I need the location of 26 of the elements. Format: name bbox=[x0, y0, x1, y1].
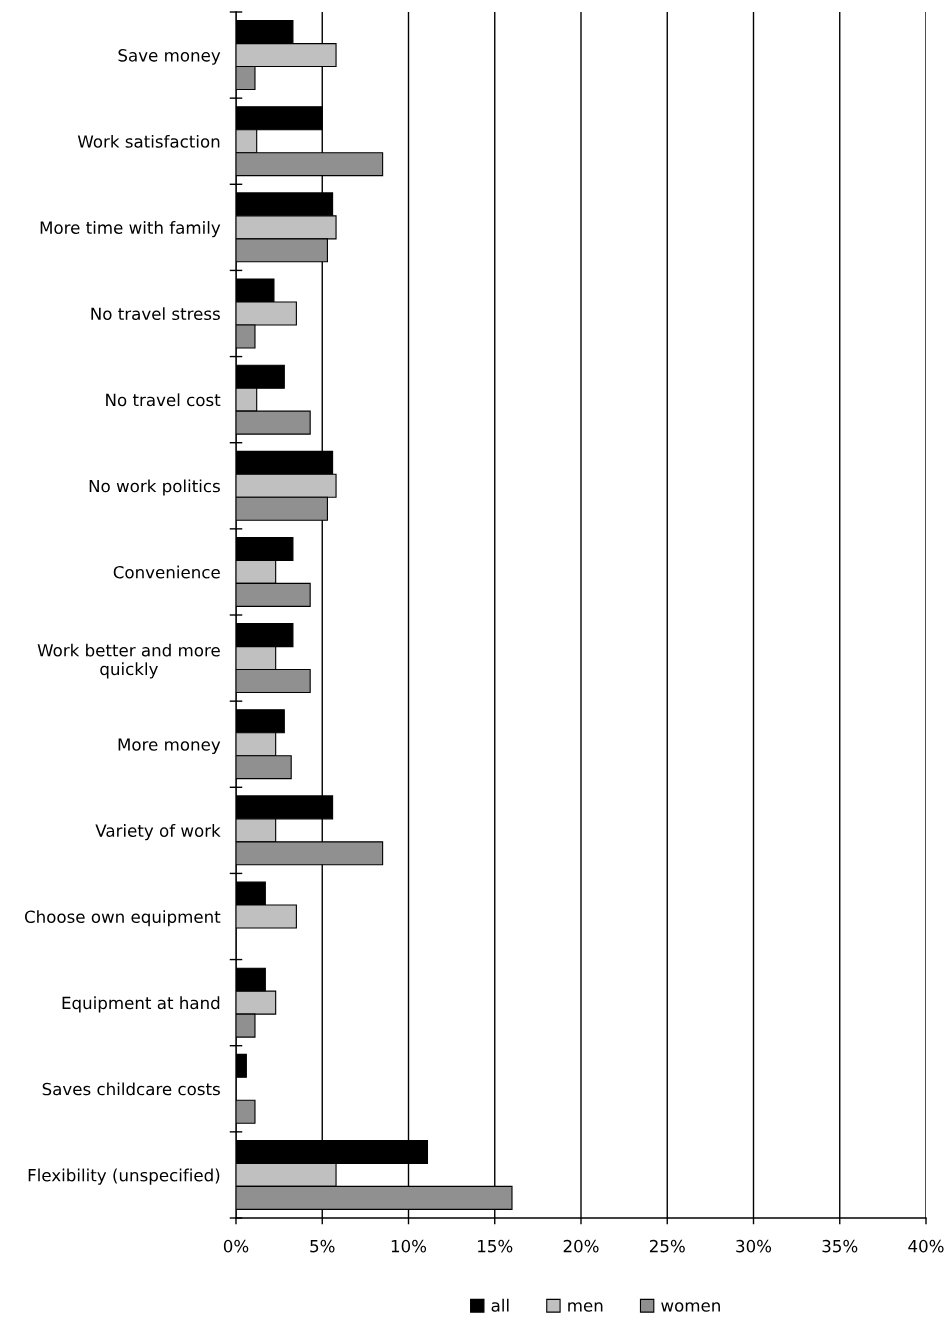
y-tick-label: No travel stress bbox=[91, 307, 220, 321]
x-tick-label: 40% bbox=[908, 1239, 944, 1253]
x-tick-label: 20% bbox=[563, 1239, 599, 1253]
y-tick-label: Work better and more quickly bbox=[37, 643, 220, 679]
y-tick-label: Variety of work bbox=[95, 824, 221, 841]
x-tick-label: 30% bbox=[736, 1239, 772, 1253]
y-tick-label: Equipment at hand bbox=[62, 996, 220, 1013]
y-tick-label: Save money bbox=[118, 49, 221, 65]
legend-label: men bbox=[568, 1302, 603, 1312]
x-tick-label: 10% bbox=[391, 1239, 427, 1253]
y-tick-label: No travel cost bbox=[106, 393, 221, 407]
y-tick-label: No work politics bbox=[89, 479, 220, 496]
y-tick-label: Saves childcare costs bbox=[42, 1082, 220, 1096]
y-tick-label: Flexibility (unspecified) bbox=[28, 1168, 220, 1185]
y-tick-label: More time with family bbox=[40, 221, 221, 238]
legend-label: all bbox=[491, 1298, 509, 1312]
y-tick-label: Choose own equipment bbox=[24, 910, 221, 927]
x-tick-label: 5% bbox=[310, 1239, 335, 1253]
x-tick-label: 25% bbox=[649, 1239, 685, 1253]
y-tick-label: More money bbox=[118, 738, 221, 755]
y-tick-label: Work satisfaction bbox=[77, 134, 220, 148]
x-tick-label: 0% bbox=[223, 1239, 249, 1253]
legend-label: women bbox=[661, 1302, 720, 1312]
x-tick-label: 35% bbox=[822, 1239, 858, 1253]
y-tick-label: Convenience bbox=[113, 565, 220, 579]
x-tick-label: 15% bbox=[478, 1239, 513, 1253]
